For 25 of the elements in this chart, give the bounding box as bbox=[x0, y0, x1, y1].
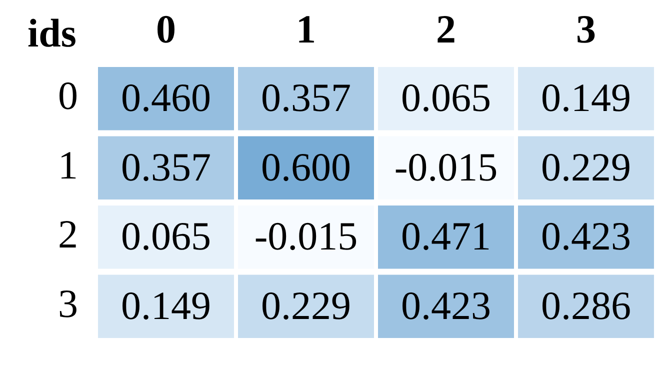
data-label: 0.357 bbox=[121, 144, 211, 190]
data-label: -0.015 bbox=[394, 144, 498, 190]
y-tick-label: 3 bbox=[58, 280, 78, 326]
data-label: -0.015 bbox=[254, 214, 358, 259]
data-label: 0.229 bbox=[541, 144, 631, 190]
y-tick-label: 1 bbox=[58, 142, 78, 188]
data-label: 0.229 bbox=[261, 282, 351, 328]
data-label: 0.357 bbox=[261, 75, 351, 120]
data-label: 0.065 bbox=[121, 214, 211, 259]
data-label: 0.149 bbox=[121, 282, 211, 328]
data-label: 0.065 bbox=[401, 75, 491, 120]
x-tick-label: 2 bbox=[436, 6, 456, 52]
data-label: 0.149 bbox=[541, 75, 631, 120]
y-tick-label: 0 bbox=[58, 73, 78, 118]
data-label: 0.600 bbox=[261, 144, 351, 190]
data-label: 0.423 bbox=[541, 214, 631, 259]
data-label: 0.286 bbox=[541, 282, 631, 328]
data-label: 0.471 bbox=[401, 214, 491, 259]
x-tick-label: 0 bbox=[156, 6, 176, 52]
y-tick-label: 2 bbox=[58, 212, 78, 257]
y-axis-title: ids bbox=[28, 10, 76, 56]
data-label: 0.423 bbox=[401, 282, 491, 328]
x-tick-label: 3 bbox=[576, 6, 596, 52]
x-tick-label: 1 bbox=[296, 6, 316, 52]
data-label: 0.460 bbox=[121, 75, 211, 120]
